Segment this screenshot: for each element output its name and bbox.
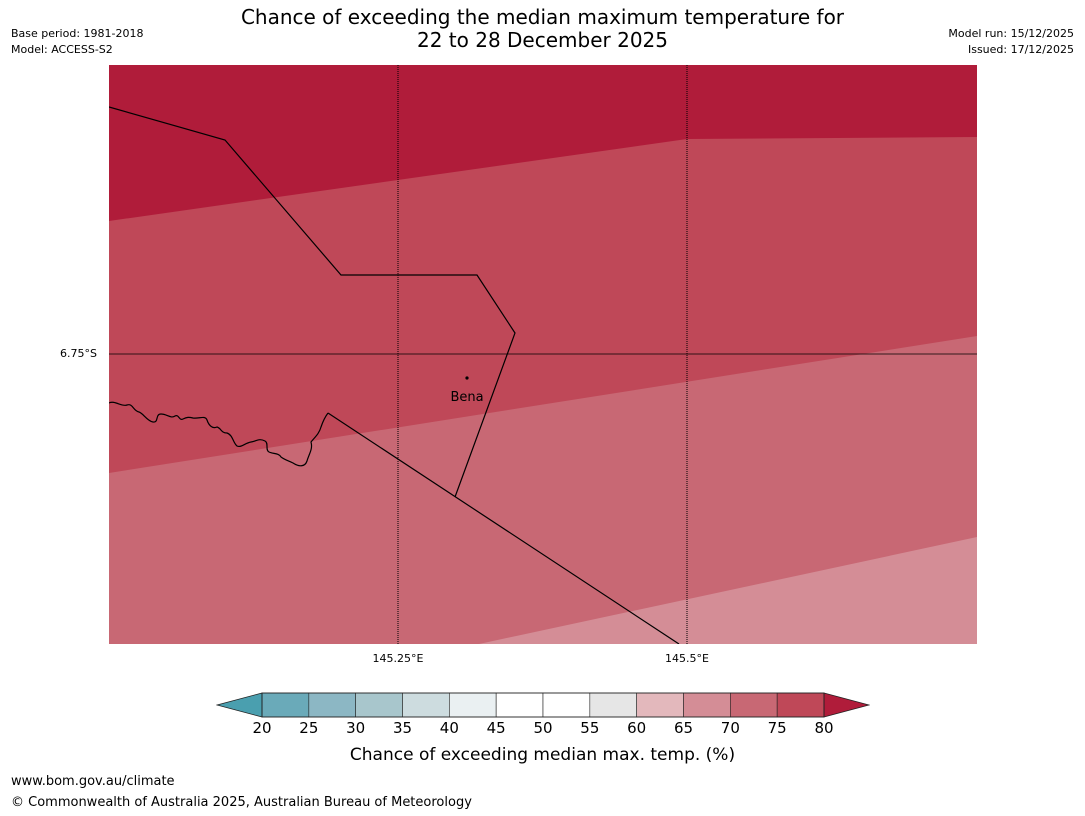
model-text: Model: ACCESS-S2	[11, 43, 113, 56]
colorbar-tick-label: 60	[627, 719, 647, 737]
title-line-1: Chance of exceeding the median maximum t…	[240, 5, 845, 29]
colorbar-tick-label: 35	[392, 719, 413, 737]
province-border-south	[327, 412, 680, 644]
lon-label-145-5: 145.5°E	[665, 652, 709, 665]
colorbar-segment	[730, 692, 778, 718]
model-run-text: Model run: 15/12/2025	[948, 27, 1074, 40]
colorbar-tick-label: 70	[720, 719, 740, 737]
title-line-2: 22 to 28 December 2025	[416, 28, 668, 52]
colorbar-tick-label: 20	[252, 719, 272, 737]
colorbar-segment	[308, 692, 356, 718]
meta-left: Base period: 1981-2018 Model: ACCESS-S2	[11, 26, 143, 58]
colorbar-frame	[261, 692, 825, 718]
colorbar-segment	[589, 692, 637, 718]
colorbar-tick-label: 75	[767, 719, 787, 737]
issued-text: Issued: 17/12/2025	[967, 43, 1074, 56]
colorbar-segment	[495, 692, 544, 718]
colorbar-segment	[402, 692, 450, 718]
lat-label: 6.75°S	[60, 347, 97, 360]
place-label-bena: Bena	[450, 390, 483, 405]
colorbar-tick-label: 25	[299, 719, 319, 737]
footer-copyright: © Commonwealth of Australia 2025, Austra…	[11, 795, 472, 810]
colorbar-segment	[355, 692, 403, 718]
band-65-70	[479, 537, 977, 644]
colorbar-tick-label: 40	[439, 719, 459, 737]
bena-marker	[465, 376, 469, 380]
colorbar	[216, 692, 870, 718]
meta-right: Model run: 15/12/2025 Issued: 17/12/2025	[948, 26, 1074, 58]
colorbar-tick-label: 30	[346, 719, 366, 737]
base-period-text: Base period: 1981-2018	[11, 27, 144, 40]
colorbar-segment	[636, 692, 684, 718]
colorbar-labels: 20 25 30 35 40 45 50 55 60 65 70 75 80	[0, 719, 1085, 739]
colorbar-tick-label: 50	[533, 719, 553, 737]
colorbar-segment	[261, 692, 310, 718]
province-border	[109, 106, 516, 498]
colorbar-segment	[683, 692, 731, 718]
colorbar-segment	[449, 692, 497, 718]
footer-url: www.bom.gov.au/climate	[11, 774, 175, 789]
colorbar-segment	[542, 692, 591, 718]
colorbar-title: Chance of exceeding median max. temp. (%…	[349, 745, 736, 765]
colorbar-tick-label: 80	[814, 719, 834, 737]
colorbar-arrow-low	[216, 692, 263, 718]
forecast-map[interactable]: Bena	[109, 65, 977, 644]
band-70-75	[109, 336, 977, 644]
coastline	[109, 401, 329, 467]
colorbar-segment	[776, 692, 825, 718]
colorbar-tick-label: 55	[580, 719, 600, 737]
lon-label-145-25: 145.25°E	[372, 652, 424, 665]
colorbar-tick-label: 45	[486, 719, 506, 737]
colorbar-arrow-high	[823, 692, 870, 718]
map-title: Chance of exceeding the median maximum t…	[0, 6, 1085, 52]
colorbar-tick-label: 65	[673, 719, 694, 737]
